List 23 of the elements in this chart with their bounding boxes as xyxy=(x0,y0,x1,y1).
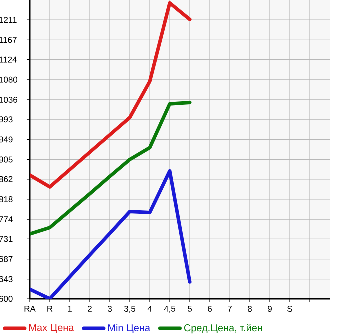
y-tick-label: 1036 xyxy=(0,96,18,103)
x-tick-label: S xyxy=(288,306,292,312)
legend-label: Сред.Цена, т.йен xyxy=(184,324,262,334)
x-tick-label: 7 xyxy=(228,306,232,312)
y-tick-label: 1211 xyxy=(0,17,17,24)
legend-label: Max Цена xyxy=(29,324,74,334)
x-tick-label: R xyxy=(48,306,53,312)
x-tick-label: 2 xyxy=(88,306,92,312)
x-tick-label: 4 xyxy=(148,306,152,312)
x-tick-label: 3 xyxy=(108,306,112,312)
y-tick-label: 1167 xyxy=(0,37,17,44)
x-tick-label: 6 xyxy=(208,306,212,312)
x-tick-label: 8 xyxy=(248,306,252,312)
y-tick-label: 1080 xyxy=(0,76,18,83)
line-series xyxy=(30,169,192,299)
x-tick-label: 9 xyxy=(268,306,272,312)
x-tick-label: RA xyxy=(24,306,36,312)
x-tick-label: 4,5 xyxy=(164,306,176,313)
x-tick-label: 1 xyxy=(68,306,72,312)
x-tick-label: 5 xyxy=(188,306,192,312)
x-tick-label: 3,5 xyxy=(124,306,136,314)
y-tick-label: 1124 xyxy=(0,56,17,63)
legend-label: Min Цена xyxy=(108,324,150,334)
